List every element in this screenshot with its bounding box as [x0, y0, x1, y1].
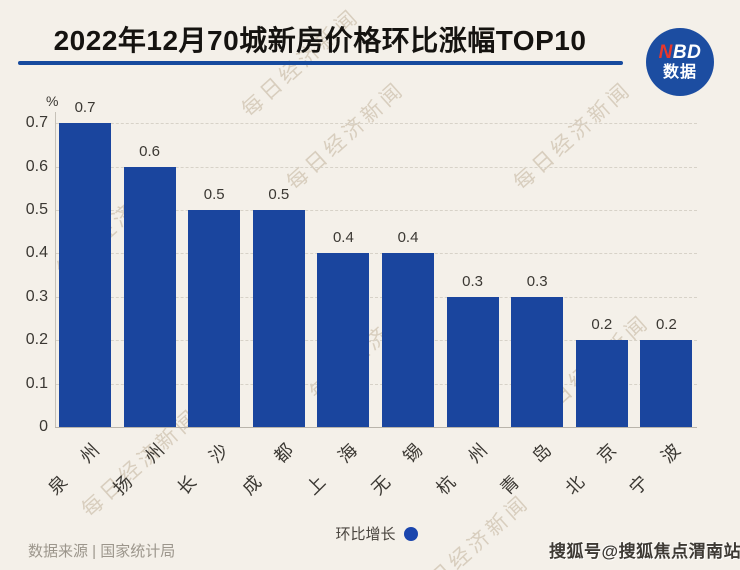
title-underline: [18, 61, 623, 65]
legend: 环比增长: [56, 523, 697, 544]
bar-青岛: [511, 296, 564, 427]
bar-扬州: [123, 166, 176, 427]
x-axis-line: [55, 427, 697, 428]
bar-value-label: 0.2: [655, 316, 677, 334]
x-category-label: 成 都: [238, 440, 297, 499]
sohu-account-watermark: 搜狐号@搜狐焦点渭南站: [549, 542, 740, 561]
nbd-logo-subtext: 数据: [662, 63, 697, 81]
gridline: [56, 253, 697, 255]
bar-value-label: 0.5: [268, 186, 290, 203]
x-category-label: 宁 波: [625, 440, 685, 499]
y-tick-label: 0: [39, 418, 48, 435]
bar-value-label: 0.3: [462, 272, 484, 290]
y-tick-label: 0.7: [25, 114, 48, 132]
nbd-logo-letter-n: N: [658, 42, 673, 64]
x-category-label: 无 锡: [367, 440, 427, 499]
y-tick-label: 0.3: [25, 287, 48, 305]
y-tick-label: 0.4: [25, 244, 48, 262]
x-category-label: 杭 州: [432, 440, 491, 499]
x-category-label: 长 沙: [173, 440, 233, 499]
y-tick-label: 0.6: [25, 157, 48, 175]
bar-泉州: [59, 123, 111, 427]
bar-value-label: 0.2: [591, 316, 613, 334]
gridline: [56, 123, 697, 125]
x-category-label: 上 海: [302, 440, 362, 499]
bar-value-label: 0.7: [74, 99, 96, 117]
bar-value-label: 0.5: [203, 186, 225, 203]
bar-value-label: 0.4: [397, 229, 419, 247]
gridline: [56, 166, 697, 168]
x-category-label: 扬 州: [109, 440, 168, 499]
nbd-logo-letters-bd: BD: [672, 42, 702, 64]
y-tick-label: 0.1: [25, 374, 48, 392]
gridline: [56, 296, 697, 298]
y-tick-label: 0.5: [25, 201, 48, 218]
diagonal-watermark: 每日经济新闻: [282, 77, 410, 195]
x-category-label: 青 岛: [496, 440, 556, 499]
gridline: [56, 340, 697, 342]
page-title: 2022年12月70城新房价格环比涨幅TOP10: [53, 25, 587, 56]
bar-value-label: 0.3: [526, 272, 548, 290]
bar-杭州: [446, 296, 499, 427]
bar-无锡: [382, 253, 434, 427]
bar-上海: [317, 253, 370, 427]
bar-value-label: 0.4: [332, 229, 354, 247]
legend-marker-dot: [403, 526, 418, 541]
bar-长沙: [188, 210, 241, 427]
gridline: [56, 383, 697, 385]
nbd-logo-badge: NBD 数据: [646, 28, 714, 96]
y-tick-label: 0.2: [25, 331, 48, 349]
nbd-logo-text: NBD: [659, 42, 702, 63]
x-category-label: 北 京: [561, 440, 620, 499]
source-note: 数据来源 | 国家统计局: [28, 543, 176, 560]
bar-北京: [575, 340, 628, 427]
legend-label: 环比增长: [335, 526, 396, 543]
y-axis-unit-label: %: [46, 93, 59, 109]
y-axis-line: [55, 112, 56, 427]
x-category-label: 泉 州: [44, 440, 104, 499]
gridline: [56, 210, 697, 211]
bar-value-label: 0.6: [139, 142, 161, 160]
bar-成都: [252, 210, 305, 427]
diagonal-watermark: 每日经济新闻: [509, 77, 637, 195]
bar-宁波: [640, 340, 693, 427]
